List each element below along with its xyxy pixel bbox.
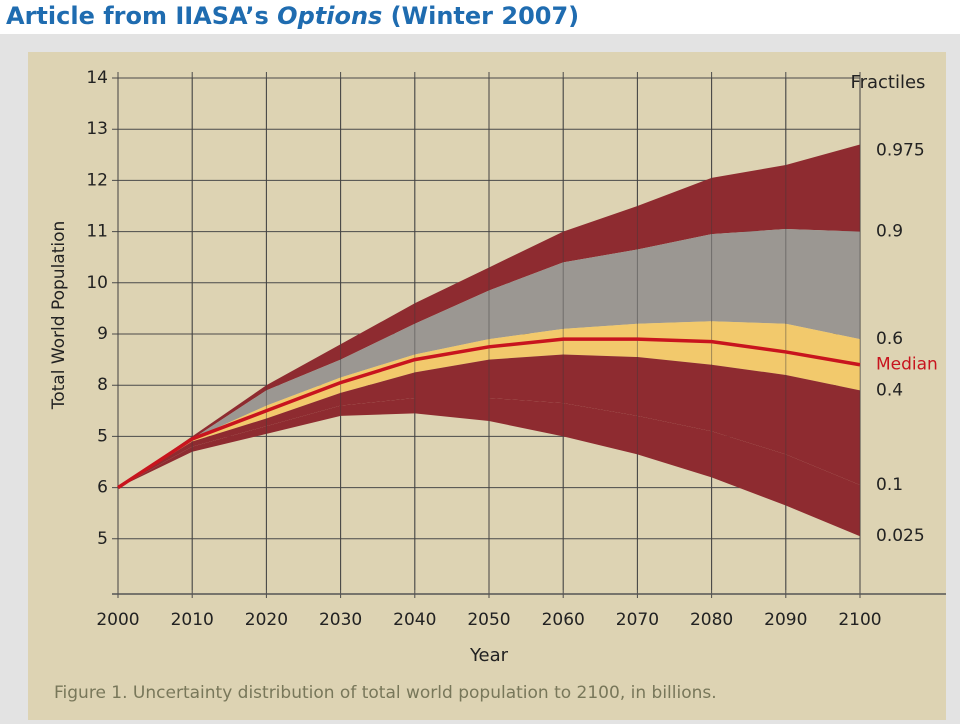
x-tick-label: 2090	[764, 610, 807, 630]
y-tick-label: 6	[97, 478, 108, 498]
legend-label: 0.6	[876, 329, 903, 349]
band	[118, 229, 860, 488]
legend-title: Fractiles	[851, 72, 926, 93]
y-tick-label: 10	[86, 273, 108, 293]
x-tick-label: 2080	[690, 610, 733, 630]
header-prefix: Article from IIASA’s	[6, 2, 277, 30]
x-tick-label: 2050	[467, 610, 510, 630]
band	[118, 144, 860, 488]
legend-label: 0.975	[876, 141, 925, 161]
x-tick-label: 2100	[838, 610, 881, 630]
band	[118, 354, 860, 488]
x-tick-label: 2000	[96, 610, 139, 630]
y-tick-label: 8	[97, 375, 108, 395]
legend-label: 0.1	[876, 475, 903, 495]
legend-label: 0.4	[876, 380, 903, 400]
header-suffix: (Winter 2007)	[382, 2, 579, 30]
header: Article from IIASA’s Options (Winter 200…	[6, 2, 579, 30]
plot	[112, 72, 861, 598]
legend-label: Median	[876, 355, 938, 375]
caption: Figure 1. Uncertainty distribution of to…	[54, 683, 717, 703]
x-tick-label: 2060	[542, 610, 585, 630]
y-tick-label: 9	[97, 324, 108, 344]
y-tick-label: 11	[86, 222, 108, 242]
band	[118, 398, 860, 537]
y-tick-label: 14	[86, 68, 108, 88]
legend-label: 0.9	[876, 222, 903, 242]
x-tick-label: 2020	[245, 610, 288, 630]
x-tick-label: 2040	[393, 610, 436, 630]
x-tick-label: 2030	[319, 610, 362, 630]
y-tick-label: 5	[97, 426, 108, 446]
y-tick-label: 5	[97, 529, 108, 549]
band	[118, 321, 860, 488]
y-tick-label: 12	[86, 170, 108, 190]
y-axis-label: Total World Population	[49, 221, 69, 411]
x-tick-label: 2010	[171, 610, 214, 630]
median-line	[117, 337, 861, 490]
y-tick-label: 13	[86, 119, 108, 139]
header-emphasis: Options	[277, 2, 382, 30]
x-axis-label: Year	[469, 645, 509, 666]
x-tick-label: 2070	[616, 610, 659, 630]
legend-label: 0.025	[876, 526, 925, 546]
